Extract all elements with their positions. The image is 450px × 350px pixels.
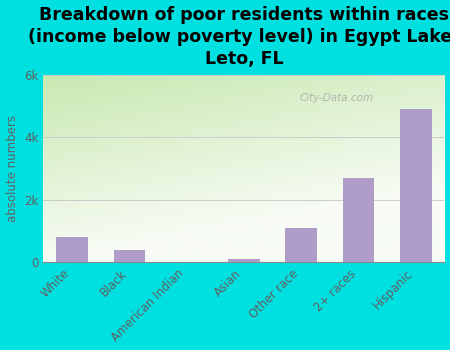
Bar xyxy=(113,250,145,262)
Bar xyxy=(285,228,317,262)
Bar xyxy=(343,178,374,262)
Text: City-Data.com: City-Data.com xyxy=(299,92,373,103)
Bar xyxy=(56,237,88,262)
Bar xyxy=(228,259,260,262)
Y-axis label: absolute numbers: absolute numbers xyxy=(5,115,18,222)
Title: Breakdown of poor residents within races
(income below poverty level) in Egypt L: Breakdown of poor residents within races… xyxy=(28,6,450,68)
Bar xyxy=(400,109,432,262)
